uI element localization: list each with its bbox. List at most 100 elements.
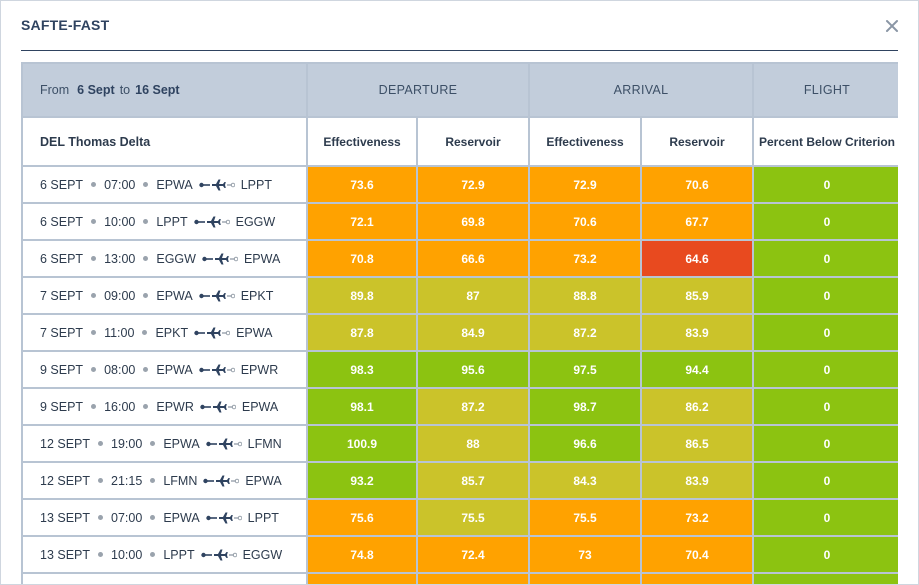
separator-dot xyxy=(143,404,149,409)
flight-row-label[interactable]: 9 SEPT 16:00 EPWR EPWA xyxy=(23,389,306,424)
flight-date: 7 SEPT xyxy=(40,288,84,303)
separator-dot xyxy=(98,441,104,446)
flight-time: 19:00 xyxy=(111,436,143,451)
destination-airport: EPWR xyxy=(240,362,279,377)
airplane-route-icon xyxy=(194,327,231,339)
origin-airport: EPWA xyxy=(163,436,200,451)
flight-row-label[interactable]: 9 SEPT 08:00 EPWA EPWR xyxy=(23,352,306,387)
separator-dot xyxy=(91,256,97,261)
arr-effectiveness-cell: 88.8 xyxy=(530,278,640,313)
dep-effectiveness-cell: 93.2 xyxy=(308,463,416,498)
destination-airport: EPKT xyxy=(240,288,274,303)
percent-below-cell: 0 xyxy=(754,278,898,313)
destination-airport: LFMN xyxy=(247,436,282,451)
range-from-label: From xyxy=(40,83,70,97)
separator-dot xyxy=(98,478,104,483)
dep-effectiveness-cell: 74.8 xyxy=(308,537,416,572)
flight-row-label[interactable]: 6 SEPT 07:00 EPWA LPPT xyxy=(23,167,306,202)
flight-row-label[interactable]: 12 SEPT 21:15 LFMN EPWA xyxy=(23,463,306,498)
departure-header: DEPARTURE xyxy=(308,64,528,116)
flight-row-label[interactable]: 6 SEPT 10:00 LPPT EGGW xyxy=(23,204,306,239)
arr-effectiveness-cell: 74.7 xyxy=(530,574,640,584)
airplane-route-icon xyxy=(205,512,242,524)
dep-reservoir-cell: 72.9 xyxy=(418,167,528,202)
close-icon[interactable] xyxy=(881,15,903,37)
dep-reservoir-cell: 88 xyxy=(418,426,528,461)
airplane-route-icon xyxy=(199,290,235,302)
flight-date: 7 SEPT xyxy=(40,325,84,340)
percent-below-cell: 0 xyxy=(754,537,898,572)
origin-airport: LFMN xyxy=(163,473,198,488)
percent-below-header: Percent Below Criterion xyxy=(754,118,898,165)
flight-time: 10:00 xyxy=(104,214,136,229)
flight-row-label[interactable]: 12 SEPT 19:00 EPWA LFMN xyxy=(23,426,306,461)
percent-below-cell: 0 xyxy=(754,389,898,424)
flight-date: 6 SEPT xyxy=(40,177,84,192)
dep-effectiveness-cell: 75.6 xyxy=(308,500,416,535)
origin-airport: EPKT xyxy=(155,325,189,340)
flight-date: 13 SEPT xyxy=(40,547,91,562)
dep-reservoir-cell: 87 xyxy=(418,278,528,313)
range-to-label: to xyxy=(119,83,131,97)
flight-row-label[interactable]: 7 SEPT 09:00 EPWA EPKT xyxy=(23,278,306,313)
flight-time: 10:00 xyxy=(111,547,143,562)
title-divider xyxy=(21,50,898,51)
dep-effectiveness-cell: 100.9 xyxy=(308,426,416,461)
flight-date: 6 SEPT xyxy=(40,251,84,266)
arr-reservoir-cell: 64.6 xyxy=(642,241,752,276)
origin-airport: EGGW xyxy=(156,251,196,266)
flight-row-label[interactable]: 13 SEPT 10:00 LPPT EGGW xyxy=(23,537,306,572)
dep-reservoir-cell: 72.4 xyxy=(418,537,528,572)
flight-date: 12 SEPT xyxy=(40,473,91,488)
dep-reservoir-header: Reservoir xyxy=(418,118,528,165)
flight-date: 13 SEPT xyxy=(40,510,91,525)
arr-effectiveness-cell: 96.6 xyxy=(530,426,640,461)
arr-reservoir-cell: 73.2 xyxy=(642,500,752,535)
dep-effectiveness-cell: 70.8 xyxy=(308,241,416,276)
percent-below-cell: 0 xyxy=(754,167,898,202)
arr-reservoir-cell: 94.4 xyxy=(642,352,752,387)
range-to: 16 Sept xyxy=(135,83,180,97)
destination-airport: EPWA xyxy=(243,251,281,266)
separator-dot xyxy=(143,219,149,224)
dep-reservoir-cell: 69.8 xyxy=(418,204,528,239)
arrival-header: ARRIVAL xyxy=(530,64,752,116)
arr-effectiveness-cell: 75.5 xyxy=(530,500,640,535)
destination-airport: LPPT xyxy=(240,177,272,192)
airplane-route-icon xyxy=(200,401,236,413)
destination-airport: LPPT xyxy=(247,510,279,525)
flight-date: 6 SEPT xyxy=(40,214,84,229)
separator-dot xyxy=(150,552,156,557)
arr-effectiveness-cell: 72.9 xyxy=(530,167,640,202)
airplane-route-icon xyxy=(203,475,240,487)
fatigue-grid: From 6 Sept to 16 Sept DEPARTURE ARRIVAL… xyxy=(23,64,898,584)
flight-date: 9 SEPT xyxy=(40,362,84,377)
arr-reservoir-cell: 83.9 xyxy=(642,315,752,350)
dep-reservoir-cell: 95.6 xyxy=(418,352,528,387)
arr-effectiveness-cell: 98.7 xyxy=(530,389,640,424)
arr-reservoir-cell: 85.9 xyxy=(642,278,752,313)
dep-effectiveness-header: Effectiveness xyxy=(308,118,416,165)
dep-reservoir-cell: 87.2 xyxy=(418,389,528,424)
flight-row-label[interactable]: 7 SEPT 11:00 EPKT EPWA xyxy=(23,315,306,350)
flight-row-label[interactable]: 6 SEPT 13:00 EGGW EPWA xyxy=(23,241,306,276)
range-from: 6 Sept xyxy=(77,83,115,97)
flight-date: 12 SEPT xyxy=(40,436,91,451)
airplane-route-icon xyxy=(202,253,238,265)
percent-below-cell: 0 xyxy=(754,463,898,498)
date-range: From 6 Sept to 16 Sept xyxy=(23,64,306,116)
dep-reservoir-cell: 84.9 xyxy=(418,315,528,350)
separator-dot xyxy=(150,478,156,483)
destination-airport: EPWA xyxy=(241,399,279,414)
dep-effectiveness-cell: 72.1 xyxy=(308,204,416,239)
separator-dot xyxy=(142,330,148,335)
fatigue-table: From 6 Sept to 16 Sept DEPARTURE ARRIVAL… xyxy=(21,62,898,584)
flight-row-label[interactable]: 13 SEPT 07:00 EPWA LPPT xyxy=(23,500,306,535)
arr-effectiveness-cell: 84.3 xyxy=(530,463,640,498)
origin-airport: EPWA xyxy=(156,177,193,192)
origin-airport: EPWA xyxy=(163,510,200,525)
arr-reservoir-cell: 70.6 xyxy=(642,167,752,202)
arr-reservoir-header: Reservoir xyxy=(642,118,752,165)
